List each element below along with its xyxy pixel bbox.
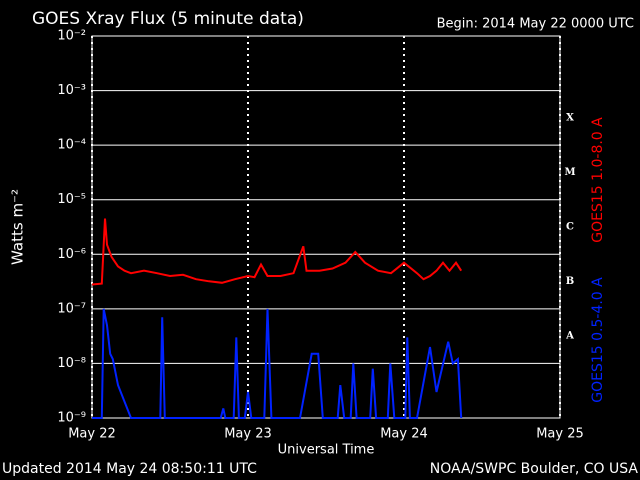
class-label: X	[566, 112, 574, 123]
y-tick-label: 10⁻⁴	[57, 138, 86, 153]
y-tick-label: 10⁻³	[57, 83, 86, 98]
class-label: C	[566, 222, 574, 233]
x-tick-label: May 25	[536, 427, 584, 442]
y-tick-label: 10⁻⁷	[57, 301, 86, 316]
y-axis-label: Watts m⁻²	[9, 189, 27, 265]
footer-left: Updated 2014 May 24 08:50:11 UTC	[2, 461, 257, 477]
legend-label: GOES15 0.5-4.0 A	[590, 277, 606, 403]
footer-right: NOAA/SWPC Boulder, CO USA	[430, 461, 639, 477]
y-tick-label: 10⁻²	[57, 29, 86, 44]
y-tick-label: 10⁻⁵	[57, 192, 86, 207]
x-tick-label: May 24	[380, 427, 428, 442]
x-tick-label: May 23	[224, 427, 272, 442]
class-label: A	[565, 331, 574, 342]
x-tick-label: May 22	[68, 427, 116, 442]
series-line	[91, 218, 463, 286]
chart-title: GOES Xray Flux (5 minute data)	[32, 9, 304, 29]
chart-subtitle: Begin: 2014 May 22 0000 UTC	[437, 17, 634, 32]
y-tick-label: 10⁻⁶	[57, 247, 86, 262]
y-tick-label: 10⁻⁹	[57, 411, 86, 426]
y-tick-label: 10⁻⁸	[57, 356, 86, 371]
class-label: M	[564, 167, 575, 178]
legend-label: GOES15 1.0-8.0 A	[590, 117, 606, 243]
series-line	[92, 308, 463, 419]
class-label: B	[566, 276, 574, 287]
x-axis-label: Universal Time	[278, 443, 375, 458]
